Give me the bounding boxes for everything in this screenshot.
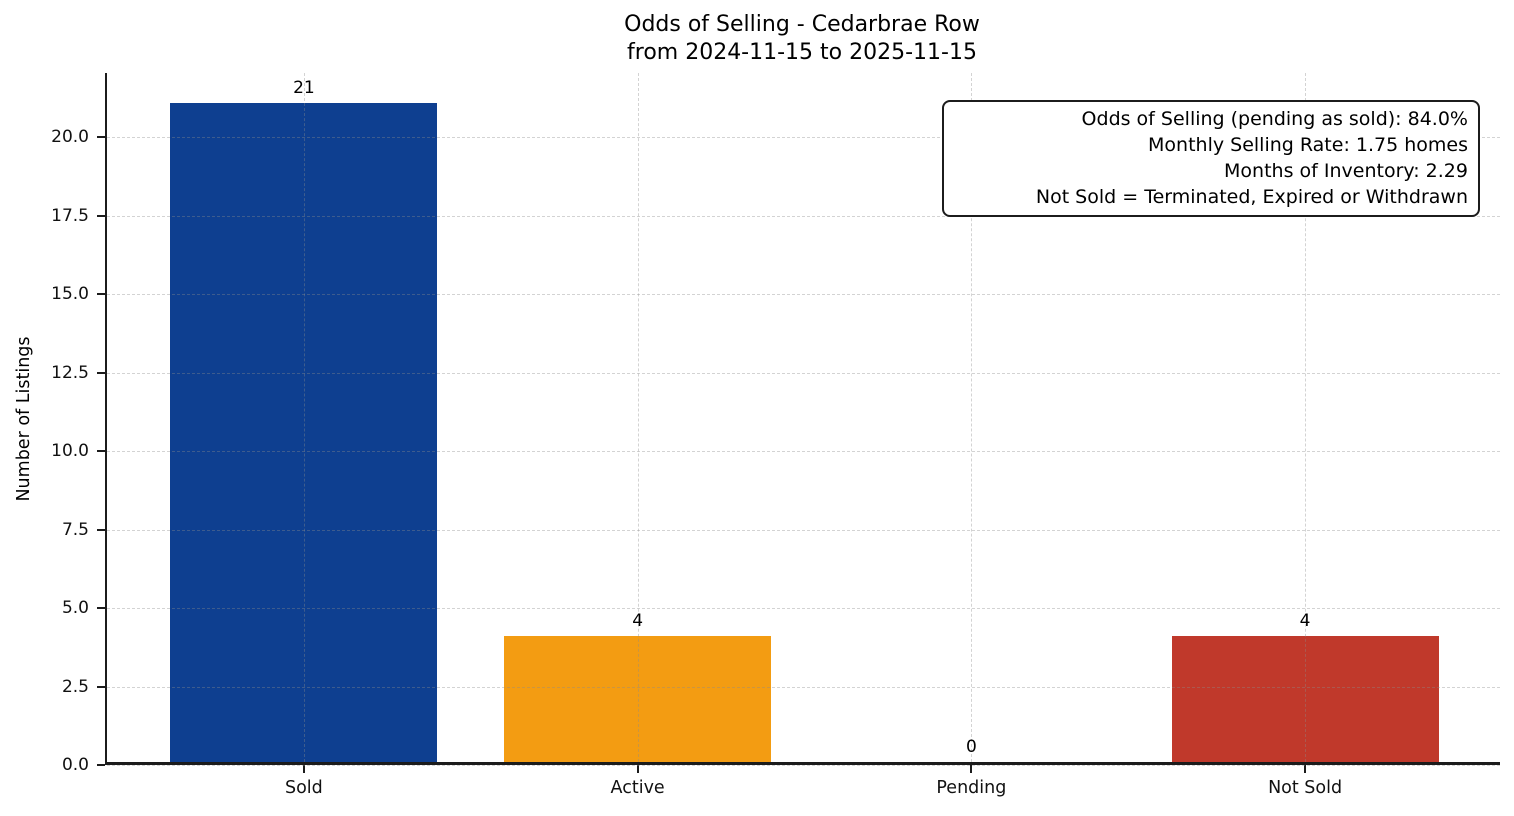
x-tick-label-not-sold: Not Sold <box>1268 778 1343 798</box>
chart-title-line-1: Odds of Selling - Cedarbrae Row <box>624 12 980 37</box>
y-tick-label: 10.0 <box>51 441 89 462</box>
y-axis-label: Number of Listings <box>14 336 34 502</box>
bar-value-label: 4 <box>1299 611 1311 632</box>
x-tick-mark <box>636 765 639 773</box>
x-tick-label-active: Active <box>610 778 665 798</box>
y-tick-label: 0.0 <box>61 755 89 775</box>
chart-title-line-2: from 2024-11-15 to 2025-11-15 <box>627 40 977 65</box>
bar-sold <box>170 102 438 762</box>
bar-value-label: 0 <box>965 737 977 757</box>
x-tick-mark <box>302 765 305 773</box>
y-tick-mark <box>97 136 105 139</box>
y-tick-mark <box>97 450 105 453</box>
bar-value-label: 4 <box>632 611 644 632</box>
annotation-line-not-sold-note: Not Sold = Terminated, Expired or Withdr… <box>1035 186 1468 208</box>
y-tick-label: 17.5 <box>51 205 89 226</box>
y-tick-label: 15.0 <box>51 284 89 305</box>
y-tick-label: 20.0 <box>51 127 89 148</box>
y-tick-mark <box>97 293 105 296</box>
y-tick-mark <box>97 685 105 688</box>
annotation-line-odds: Odds of Selling (pending as sold): 84.0% <box>1081 108 1468 130</box>
stats-annotation-box: Odds of Selling (pending as sold): 84.0%… <box>942 100 1480 217</box>
x-tick-label-pending: Pending <box>936 778 1007 798</box>
bar-active <box>504 636 772 762</box>
y-tick-label: 7.5 <box>61 519 89 540</box>
x-tick-mark <box>970 765 973 773</box>
x-tick-mark <box>1304 765 1307 773</box>
y-tick-mark <box>97 214 105 217</box>
y-tick-label: 5.0 <box>61 598 89 619</box>
bar-not-sold <box>1171 636 1439 762</box>
gridline-horizontal <box>107 765 1500 766</box>
y-tick-mark <box>97 371 105 374</box>
x-tick-label-sold: Sold <box>284 778 323 798</box>
bar-value-label: 21 <box>293 77 315 98</box>
y-tick-label: 12.5 <box>51 362 89 383</box>
y-tick-mark <box>97 764 105 766</box>
annotation-line-inventory: Months of Inventory: 2.29 <box>1224 160 1468 182</box>
annotation-line-selling-rate: Monthly Selling Rate: 1.75 homes <box>1148 134 1468 156</box>
y-tick-label: 2.5 <box>61 676 89 697</box>
chart-title: Odds of Selling - Cedarbrae Row from 202… <box>624 11 980 67</box>
y-tick-mark <box>97 528 105 531</box>
y-tick-mark <box>97 607 105 610</box>
